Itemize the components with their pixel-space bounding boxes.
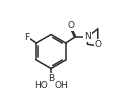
Text: OH: OH <box>55 81 68 90</box>
Text: O: O <box>68 21 75 30</box>
Text: N: N <box>84 32 91 41</box>
Text: HO: HO <box>34 81 48 90</box>
Text: O: O <box>95 40 102 49</box>
Text: B: B <box>48 74 54 83</box>
Text: F: F <box>25 33 30 42</box>
